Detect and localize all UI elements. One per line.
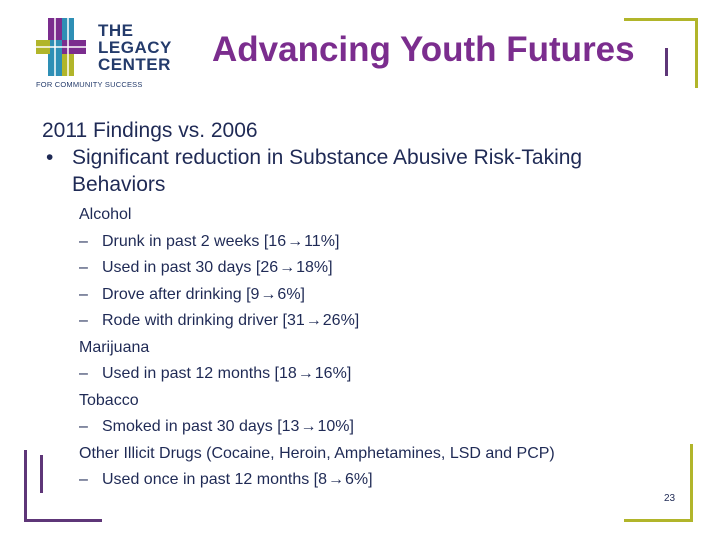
slide-body: 2011 Findings vs. 2006 • Significant red… bbox=[42, 117, 662, 494]
finding-from-value: 13 bbox=[281, 418, 300, 435]
findings-heading: 2011 Findings vs. 2006 bbox=[42, 119, 258, 142]
dash-icon: – bbox=[79, 285, 88, 303]
dash-icon: – bbox=[79, 418, 88, 435]
bullet-text: Significant reduction in Substance Abusi… bbox=[72, 146, 583, 196]
bracket-open: [ bbox=[251, 259, 261, 276]
category-heading: Marijuana bbox=[79, 338, 150, 356]
category-heading: Tobacco bbox=[79, 391, 139, 409]
legacy-center-logo: THE LEGACY CENTER FOR COMMUNITY SUCCESS bbox=[36, 18, 186, 92]
bracket-close: ] bbox=[368, 471, 373, 488]
finding-to-value: 18% bbox=[296, 259, 329, 276]
finding-from-value: 26 bbox=[260, 259, 279, 276]
right-arrow-icon: → bbox=[297, 365, 314, 382]
right-arrow-icon: → bbox=[260, 285, 277, 303]
bracket-open: [ bbox=[270, 365, 279, 382]
bracket-close: ] bbox=[334, 232, 340, 250]
corner-accent-bar bbox=[40, 455, 43, 493]
corner-bracket-bottom-right bbox=[624, 519, 693, 522]
finding-label: Smoked in past 30 days bbox=[102, 418, 273, 435]
bracket-close: ] bbox=[328, 259, 333, 276]
finding-label: Used once in past 12 months bbox=[102, 471, 310, 488]
dash-icon: – bbox=[79, 232, 88, 250]
finding-item: – Used in past 12 months [18→16%] bbox=[79, 361, 662, 388]
bracket-close: ] bbox=[349, 418, 354, 435]
category-heading: Other Illicit Drugs (Cocaine, Heroin, Am… bbox=[79, 444, 555, 462]
cross-logo-icon bbox=[36, 18, 86, 76]
finding-to-value: 6% bbox=[345, 471, 369, 488]
finding-label: Drunk in past 2 weeks bbox=[102, 232, 260, 250]
right-arrow-icon: → bbox=[305, 312, 322, 329]
finding-from-value: 18 bbox=[278, 365, 297, 382]
dash-icon: – bbox=[79, 259, 88, 276]
right-arrow-icon: → bbox=[300, 418, 317, 435]
finding-to-value: 10% bbox=[317, 418, 350, 435]
finding-from-value: 8 bbox=[318, 471, 328, 488]
finding-to-value: 6% bbox=[277, 285, 301, 303]
finding-label: Rode with drinking driver bbox=[102, 312, 279, 329]
logo-line: THE bbox=[98, 21, 134, 40]
finding-label: Used in past 12 months bbox=[102, 365, 271, 382]
finding-label: Used in past 30 days bbox=[102, 259, 252, 276]
finding-item: – Used once in past 12 months [8→6%] bbox=[79, 467, 662, 494]
bullet-point: • Significant reduction in Substance Abu… bbox=[42, 144, 662, 198]
right-arrow-icon: → bbox=[328, 471, 345, 488]
bracket-close: ] bbox=[354, 312, 360, 329]
finding-item: – Drove after drinking [9→6%] bbox=[79, 282, 662, 309]
page-number: 23 bbox=[664, 493, 676, 504]
right-arrow-icon: → bbox=[287, 232, 304, 250]
finding-from-value: 9 bbox=[250, 285, 260, 303]
bracket-open: [ bbox=[241, 285, 251, 303]
logo-line: LEGACY bbox=[98, 38, 172, 57]
bracket-open: [ bbox=[278, 312, 287, 329]
finding-item: – Smoked in past 30 days [13→10%] bbox=[79, 414, 662, 441]
finding-item: – Rode with drinking driver [31→26%] bbox=[79, 308, 662, 335]
bracket-close: ] bbox=[346, 365, 352, 382]
finding-to-value: 26% bbox=[322, 312, 355, 329]
dash-icon: – bbox=[79, 312, 88, 329]
bracket-open: [ bbox=[259, 232, 269, 250]
corner-bracket-top-right bbox=[624, 18, 698, 21]
dash-icon: – bbox=[79, 471, 88, 488]
finding-from-value: 16 bbox=[268, 232, 287, 250]
slide-title: Advancing Youth Futures bbox=[212, 30, 635, 69]
finding-item: – Drunk in past 2 weeks [16→11%] bbox=[79, 229, 662, 256]
bracket-open: [ bbox=[272, 418, 282, 435]
finding-from-value: 31 bbox=[286, 312, 305, 329]
finding-label: Drove after drinking bbox=[102, 285, 242, 303]
finding-to-value: 16% bbox=[314, 365, 347, 382]
finding-item: – Used in past 30 days [26→18%] bbox=[79, 255, 662, 282]
logo-tagline: FOR COMMUNITY SUCCESS bbox=[36, 80, 143, 89]
bracket-close: ] bbox=[300, 285, 305, 303]
logo-line: CENTER bbox=[98, 55, 171, 74]
finding-to-value: 11% bbox=[304, 232, 335, 250]
right-arrow-icon: → bbox=[279, 259, 296, 276]
corner-bracket-bottom-right bbox=[690, 444, 693, 522]
dash-icon: – bbox=[79, 365, 88, 382]
bracket-open: [ bbox=[309, 471, 319, 488]
corner-bracket-bottom-left bbox=[24, 450, 27, 522]
corner-bracket-top-right bbox=[695, 18, 698, 88]
category-heading: Alcohol bbox=[79, 206, 132, 223]
logo-wordmark: THE LEGACY CENTER bbox=[98, 22, 172, 73]
findings-list: Alcohol – Drunk in past 2 weeks [16→11%] – U… bbox=[79, 202, 662, 494]
corner-bracket-bottom-left bbox=[24, 519, 102, 522]
bullet-icon: • bbox=[46, 146, 54, 169]
corner-accent-bar bbox=[665, 48, 668, 76]
